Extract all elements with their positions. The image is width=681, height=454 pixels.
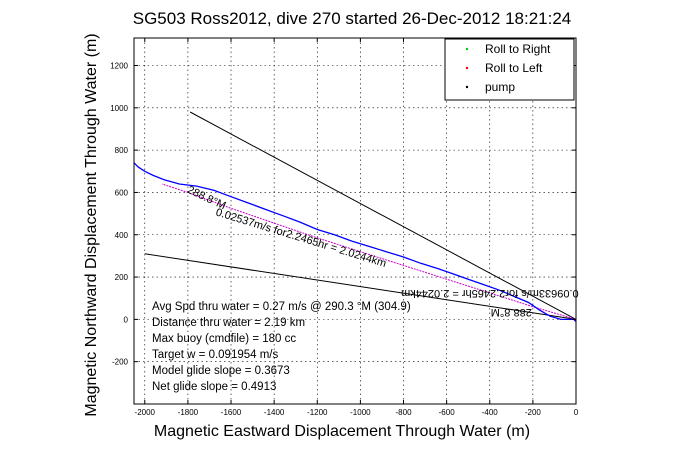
x-tick-label: -1800 [178, 408, 199, 417]
annotation-line: Model glide slope = 0.3673 [152, 365, 290, 377]
dive-vector-line [189, 111, 577, 320]
legend-entry: Roll to Left [485, 61, 543, 75]
y-tick-label: 1000 [110, 104, 128, 113]
legend-entry: Roll to Right [485, 42, 551, 56]
x-tick-label: 0 [574, 408, 579, 417]
model-track-line [161, 183, 577, 320]
x-axis-label: Magnetic Eastward Displacement Through W… [154, 423, 530, 440]
x-tick-label: -400 [482, 408, 499, 417]
y-tick-label: 0 [124, 315, 129, 324]
x-tick-label: -600 [439, 408, 456, 417]
legend-marker [465, 66, 469, 70]
legend-marker [465, 85, 469, 89]
y-tick-label: -200 [112, 358, 129, 367]
vector-label: 0.02537m/s for2.2465hr = 2.0244km [214, 207, 387, 270]
y-axis-label: Magnetic Northward Displacement Through … [83, 33, 100, 416]
plot-frame [133, 37, 577, 405]
annotation-line: Net glide slope = 0.4913 [152, 381, 276, 393]
x-tick-label: -800 [396, 408, 413, 417]
y-tick-label: 600 [115, 188, 129, 197]
y-tick-label: 400 [115, 231, 129, 240]
annotation-line: Distance thru water = 2.19 km [152, 317, 305, 329]
y-tick-label: 200 [115, 273, 129, 282]
annotation-line: Avg Spd thru water = 0.27 m/s @ 290.3 °M… [152, 301, 411, 313]
x-tick-label: -1400 [264, 408, 285, 417]
annotation-line: Max buoy (cmdfile) = 180 cc [152, 333, 296, 345]
legend: Roll to Right Roll to Left pump [444, 38, 575, 101]
legend-marker [465, 47, 469, 51]
series-layer [133, 111, 577, 322]
x-tick-label: -200 [525, 408, 542, 417]
x-tick-label: -1200 [307, 408, 328, 417]
annotations: Avg Spd thru water = 0.27 m/s @ 290.3 °M… [152, 301, 411, 393]
x-tick-label: -1000 [350, 408, 371, 417]
current-vector-line [144, 253, 577, 320]
x-tick-label: -2000 [135, 408, 156, 417]
annotation-line: Target w = 0.091954 m/s [152, 349, 279, 361]
grid [134, 38, 577, 404]
y-tick-label: 1200 [110, 62, 128, 71]
chart-title: SG503 Ross2012, dive 270 started 26-Dec-… [133, 9, 572, 28]
vector-label: 0.09633m/s for2.2465hr = 2.0244km [401, 287, 579, 299]
y-tick-label: 800 [115, 146, 129, 155]
vector-label: 288.8°M [491, 306, 532, 318]
ticks: -2000 -1800 -1600 -1400 -1200 -1000 -800 -600 -4… [110, 38, 579, 417]
track-line [133, 162, 577, 322]
legend-entry: pump [485, 80, 515, 94]
x-tick-label: -1600 [221, 408, 242, 417]
